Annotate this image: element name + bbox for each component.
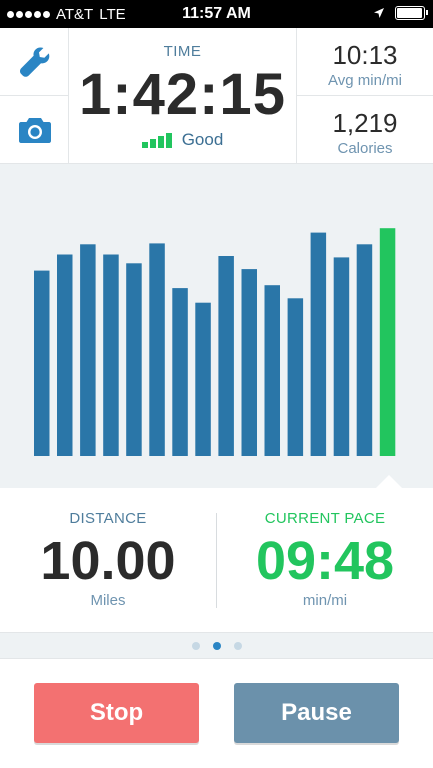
pace-bar[interactable] — [172, 288, 188, 456]
current-pace-bar[interactable] — [379, 228, 396, 456]
control-bar: Stop Pause — [0, 659, 433, 768]
distance-metric: DISTANCE 10.00 Miles — [0, 488, 216, 633]
calories-value: 1,219 — [332, 108, 398, 138]
time-label: TIME — [163, 43, 202, 60]
stats-header: TIME 1:42:15 Good 10:13 Avg min/mi 1,219… — [0, 28, 433, 164]
page-dot[interactable] — [212, 641, 221, 650]
tool-column — [0, 28, 69, 164]
pace-bar[interactable] — [333, 257, 350, 456]
avg-pace-value: 10:13 — [332, 40, 398, 70]
page-dot[interactable] — [233, 641, 242, 650]
time-panel: TIME 1:42:15 Good — [69, 28, 297, 164]
gps-quality: Good — [181, 130, 224, 149]
status-icons — [373, 6, 428, 20]
calories-stat: 1,219 Calories — [297, 96, 433, 164]
pace-bar[interactable] — [241, 269, 258, 456]
pace-bar[interactable] — [57, 254, 73, 457]
pace-bar[interactable] — [264, 285, 281, 456]
camera-button[interactable] — [0, 96, 69, 164]
calories-label: Calories — [337, 140, 393, 157]
carrier-info: AT&T LTE — [7, 6, 126, 23]
summary-stats: 10:13 Avg min/mi 1,219 Calories — [297, 28, 433, 164]
current-pace-value: 09:48 — [255, 531, 395, 591]
clock: 11:57 AM — [182, 5, 251, 22]
metrics-panel: DISTANCE 10.00 Miles CURRENT PACE 09:48 … — [0, 475, 433, 633]
distance-unit: Miles — [90, 592, 126, 609]
selected-bar-pointer — [376, 475, 402, 488]
page-indicator[interactable] — [0, 633, 433, 659]
gps-signal-icon — [141, 132, 172, 148]
pace-bar[interactable] — [80, 244, 96, 456]
signal-strength-icon — [7, 11, 50, 18]
pace-bar[interactable] — [287, 298, 304, 456]
pace-bar[interactable] — [356, 244, 373, 456]
location-arrow-icon — [374, 8, 384, 18]
pace-bar[interactable] — [34, 270, 50, 456]
settings-button[interactable] — [0, 28, 69, 96]
avg-pace-stat: 10:13 Avg min/mi — [297, 28, 433, 96]
pace-bar[interactable] — [149, 243, 165, 456]
page-dot[interactable] — [191, 641, 200, 650]
gps-signal: Good — [69, 130, 296, 150]
pace-bar[interactable] — [103, 254, 119, 457]
status-bar: AT&T LTE 11:57 AM — [0, 0, 433, 28]
distance-value: 10.00 — [40, 531, 176, 591]
pace-chart — [0, 164, 433, 488]
pace-bar[interactable] — [195, 302, 211, 456]
wrench-icon — [19, 47, 49, 77]
battery-icon — [395, 6, 428, 20]
pace-bar[interactable] — [310, 232, 327, 456]
current-pace-label: CURRENT PACE — [264, 510, 386, 527]
pace-bar[interactable] — [126, 263, 142, 456]
pace-bar[interactable] — [218, 256, 234, 456]
elapsed-time: 1:42:15 — [79, 62, 286, 127]
camera-icon — [18, 118, 51, 143]
avg-pace-label: Avg min/mi — [328, 72, 402, 89]
pause-button[interactable]: Pause — [234, 683, 399, 743]
carrier-name: AT&T — [56, 6, 94, 23]
current-pace-metric: CURRENT PACE 09:48 min/mi — [217, 488, 433, 633]
current-pace-unit: min/mi — [302, 592, 348, 609]
network-type: LTE — [99, 6, 126, 23]
distance-label: DISTANCE — [69, 510, 147, 527]
stop-button[interactable]: Stop — [34, 683, 199, 743]
pace-bar-chart — [34, 228, 396, 457]
metric-divider — [216, 513, 217, 608]
